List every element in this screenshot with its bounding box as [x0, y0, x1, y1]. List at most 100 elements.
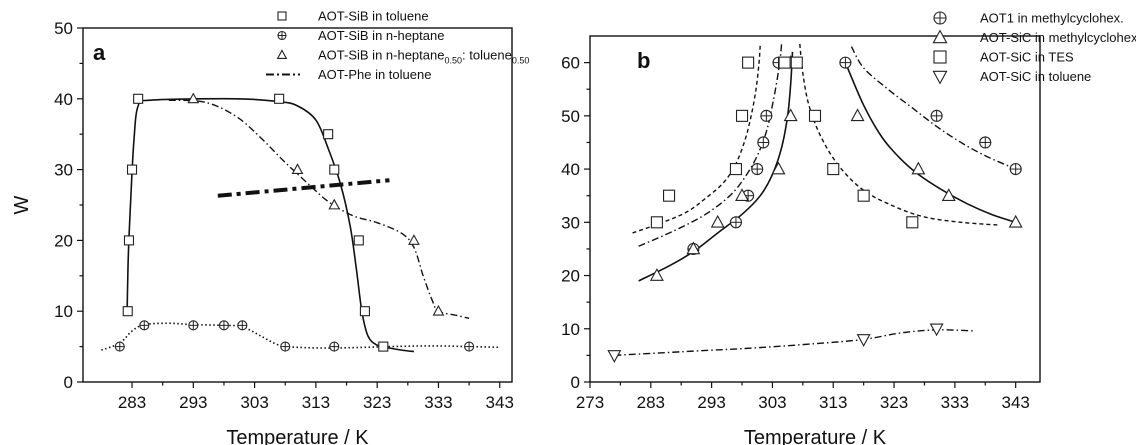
x-tick-label: 303 — [240, 393, 268, 412]
x-tick-label: 313 — [819, 393, 847, 412]
series-0-point — [979, 136, 992, 149]
legend-marker — [932, 29, 948, 44]
series-2-point — [790, 56, 803, 69]
panel-label: a — [93, 40, 106, 65]
series-0-point — [329, 164, 340, 175]
series-0-point — [126, 164, 138, 175]
x-tick-label: 303 — [758, 393, 786, 412]
series-0-point — [123, 235, 135, 246]
series-2-point — [650, 216, 663, 229]
series-1-point — [218, 320, 230, 331]
series-2-point — [729, 163, 742, 176]
series-2-point — [408, 234, 420, 245]
series-1-point — [139, 320, 150, 331]
series-0-line-1 — [850, 46, 1010, 168]
series-0-point — [760, 109, 773, 122]
legend-entry-label: AOT-SiB in n-heptane — [318, 28, 444, 43]
legend: AOT-SiB in toluene AOT-SiB in n-heptane AO… — [266, 9, 529, 82]
legend-entry-label: AOT-SiC in toluene — [980, 69, 1091, 84]
series-2-line-0 — [168, 99, 470, 319]
y-tick-label: 20 — [54, 231, 73, 250]
series-0-point — [274, 93, 285, 104]
series-0-point — [133, 93, 144, 104]
x-tick-label: 333 — [424, 393, 452, 412]
series-3-line-0 — [217, 178, 390, 198]
series-2-line-1 — [799, 43, 998, 226]
series-1-point — [649, 268, 664, 281]
series-0-point — [930, 109, 943, 122]
x-axis-label: Temperature / K — [744, 427, 887, 445]
x-tick-label: 343 — [1001, 393, 1029, 412]
series-0-line-0 — [126, 97, 415, 353]
series-1-point — [1008, 214, 1023, 228]
series-1-point — [911, 161, 926, 175]
legend: AOT1 in methylcyclohex. AOT-SiC in methyl… — [932, 11, 1136, 85]
series-2-point — [808, 109, 822, 122]
panel-label: b — [637, 48, 650, 73]
series-1-point — [850, 108, 865, 122]
series-1-point — [735, 188, 750, 201]
series-2-point — [432, 304, 445, 316]
series-3-line-0 — [614, 329, 974, 357]
x-tick-label: 323 — [363, 393, 391, 412]
series-0-point — [122, 306, 133, 317]
series-2-line-0 — [632, 43, 761, 234]
series-1-point — [188, 320, 199, 331]
legend-entry-label: AOT1 in methylcyclohex. — [980, 11, 1124, 26]
series-1-point — [941, 188, 956, 201]
legend-marker — [277, 11, 287, 21]
series-0-point — [323, 129, 334, 140]
series-3-point — [929, 323, 944, 337]
series-0-point — [839, 56, 852, 69]
y-tick-label: 50 — [54, 19, 73, 38]
y-tick-label: 50 — [561, 107, 580, 126]
legend-marker — [933, 11, 947, 25]
series-1-point — [114, 341, 125, 352]
legend-entry-label: AOT-SiB in n-heptane0.50: toluene0.50 — [318, 48, 529, 66]
series-1-point — [710, 214, 725, 228]
series-3-point — [856, 334, 871, 347]
x-tick-label: 293 — [179, 393, 207, 412]
legend-marker — [277, 30, 287, 41]
y-tick-label: 20 — [561, 267, 580, 286]
series-1-point — [686, 241, 701, 255]
series-1-point — [329, 341, 340, 352]
legend-entry-label: AOT-Phe in toluene — [318, 67, 431, 82]
series-0-point — [757, 136, 770, 149]
chart-panel-a: 283 293 303 313 323 333 343 0 10 20 30 40 50 Temperat… — [11, 9, 529, 445]
y-tick-label: 30 — [561, 213, 580, 232]
x-tick-label: 333 — [941, 393, 969, 412]
x-tick-label: 273 — [576, 393, 604, 412]
y-tick-label: 30 — [54, 161, 73, 180]
series-0-line-0 — [638, 43, 783, 247]
series-3-point — [607, 350, 622, 363]
series-2-point — [663, 189, 676, 202]
legend-marker — [933, 50, 947, 64]
series-1-line-1 — [844, 62, 1016, 224]
y-tick-label: 10 — [54, 302, 73, 321]
x-tick-label: 293 — [697, 393, 725, 412]
chart-panel-b: 273 283 293 303 313 323 333 343 0 10 20 30 40 50 60 Tem… — [561, 11, 1136, 445]
series-2-point — [827, 163, 840, 176]
legend-marker — [276, 49, 288, 60]
series-2-point — [735, 109, 749, 122]
series-1-point — [464, 341, 475, 352]
x-tick-label: 343 — [486, 393, 514, 412]
series-2-point — [187, 92, 200, 104]
y-axis-label: W — [11, 195, 33, 214]
series-2-point — [328, 198, 341, 210]
y-tick-label: 60 — [561, 54, 580, 73]
series-2-point — [742, 56, 755, 69]
series-2-point — [291, 163, 304, 175]
series-0-point — [353, 235, 364, 246]
series-1-point — [771, 161, 786, 175]
series-1-line-0 — [101, 322, 500, 351]
series-1-point — [783, 108, 798, 122]
x-tick-label: 313 — [302, 393, 330, 412]
series-2-point — [778, 56, 791, 69]
plot-frame-b — [589, 35, 1041, 383]
series-0-point — [729, 216, 742, 229]
x-tick-label: 283 — [637, 393, 665, 412]
y-tick-label: 40 — [54, 90, 73, 109]
